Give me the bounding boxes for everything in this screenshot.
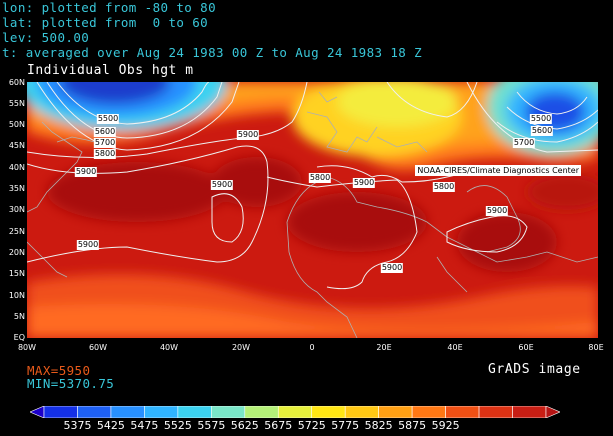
contour-label: 5800 (308, 173, 332, 183)
lon-range-text: lon: plotted from -80 to 80 (2, 0, 216, 15)
colorbar-swatch (277, 406, 313, 418)
lon-tick-label: 60E (518, 343, 534, 352)
colorbar-swatch (344, 406, 379, 418)
colorbar-swatch (445, 406, 480, 418)
contour-label: 5500 (96, 114, 120, 124)
contour-label: 5700 (93, 138, 117, 148)
colorbar (30, 406, 560, 418)
contour-lines (27, 82, 598, 290)
lon-tick-label: 60W (88, 343, 108, 352)
lon-tick-label: 20W (231, 343, 251, 352)
lon-tick-label: 0 (309, 343, 315, 352)
grads-image-label: GrADS image (488, 362, 581, 377)
colorbar-tick-label: 5675 (264, 419, 293, 432)
min-value-text: MIN=5370.75 (27, 376, 115, 391)
colorbar-swatch (478, 406, 513, 418)
contour-label: 5900 (380, 263, 404, 273)
colorbar-tick-label: 5525 (163, 419, 192, 432)
lat-tick-label: 45N (8, 141, 25, 150)
map-panel: NOAA-CIRES/Climate Diagnostics Center 55… (27, 82, 598, 338)
lon-tick-label: 40W (159, 343, 179, 352)
level-text: lev: 500.00 (2, 30, 90, 45)
colorbar-swatch (512, 406, 547, 418)
lat-tick-label: 30N (8, 205, 25, 214)
colorbar-swatch (77, 406, 112, 418)
colorbar-tick-label: 5725 (297, 419, 326, 432)
contour-label: 5500 (529, 114, 553, 124)
colorbar-swatch (311, 406, 346, 418)
lat-tick-label: 40N (8, 163, 25, 172)
colorbar-max-arrow (545, 406, 560, 418)
colorbar-swatch (110, 406, 145, 418)
contour-label: 5600 (93, 127, 117, 137)
max-value-text: MAX=5950 (27, 363, 91, 378)
credit-label: NOAA-CIRES/Climate Diagnostics Center (415, 165, 581, 176)
lat-tick-label: 60N (8, 78, 25, 87)
contour-label: 5900 (485, 206, 509, 216)
contour-label: 5800 (93, 149, 117, 159)
lat-tick-label: 10N (8, 291, 25, 300)
colorbar-tick-label: 5925 (431, 419, 460, 432)
colorbar-swatch (177, 406, 212, 418)
contour-label: 5900 (352, 178, 376, 188)
contour-label: 5900 (76, 240, 100, 250)
lat-tick-label: 35N (8, 184, 25, 193)
lat-tick-label: 20N (8, 248, 25, 257)
field-shading (27, 82, 598, 338)
colorbar-swatch (244, 406, 279, 418)
colorbar-tick-label: 5775 (331, 419, 360, 432)
lat-tick-label: 15N (8, 269, 25, 278)
contour-label: 5900 (236, 130, 260, 140)
colorbar-tick-label: 5425 (96, 419, 125, 432)
contour-label: 5900 (210, 180, 234, 190)
colorbar-swatch (211, 406, 246, 418)
lat-tick-label: 50N (8, 120, 25, 129)
colorbar-swatch (411, 406, 446, 418)
lon-tick-label: 40E (447, 343, 463, 352)
contour-label: 5900 (74, 167, 98, 177)
lat-range-text: lat: plotted from 0 to 60 (2, 15, 209, 30)
time-range-text: t: averaged over Aug 24 1983 00 Z to Aug… (2, 45, 423, 60)
colorbar-tick-label: 5625 (230, 419, 259, 432)
lat-tick-label: EQ (13, 333, 25, 342)
lat-tick-label: 5N (13, 312, 25, 321)
lon-tick-label: 80W (17, 343, 37, 352)
contour-label: 5800 (432, 182, 456, 192)
lon-tick-label: 80E (588, 343, 604, 352)
colorbar-min-arrow (30, 406, 45, 418)
variable-title: Individual Obs hgt m (27, 63, 194, 78)
colorbar-swatch (378, 406, 413, 418)
map-field (27, 82, 598, 338)
colorbar-swatch (43, 406, 78, 418)
lat-tick-label: 25N (8, 227, 25, 236)
contour-label: 5700 (512, 138, 536, 148)
lon-tick-label: 20E (376, 343, 392, 352)
colorbar-tick-label: 5825 (364, 419, 393, 432)
colorbar-tick-label: 5875 (398, 419, 427, 432)
lat-tick-label: 55N (8, 99, 25, 108)
colorbar-swatch (144, 406, 179, 418)
colorbar-tick-label: 5575 (197, 419, 226, 432)
colorbar-tick-label: 5475 (130, 419, 159, 432)
contour-label: 5600 (530, 126, 554, 136)
colorbar-tick-label: 5375 (63, 419, 92, 432)
coastlines (27, 91, 598, 338)
